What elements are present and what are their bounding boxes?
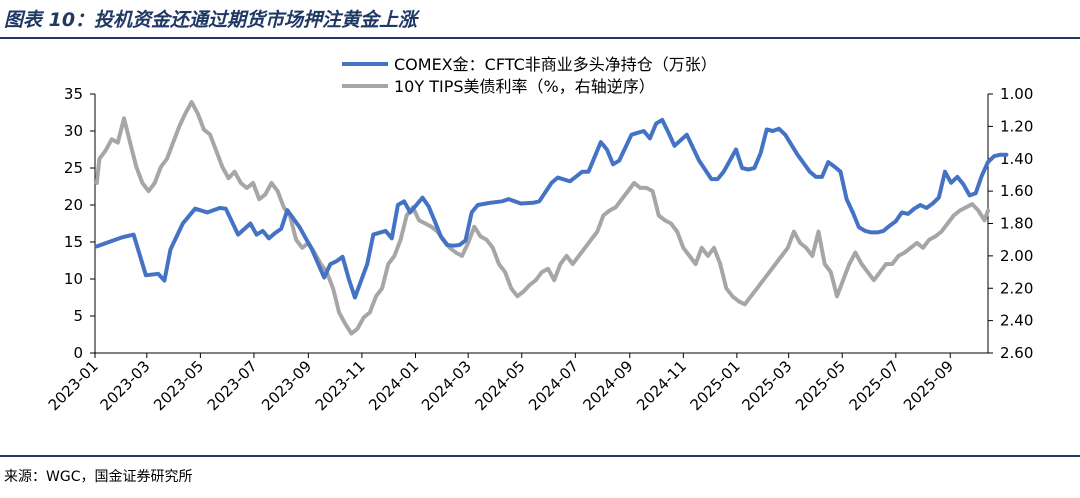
x-tick-label: 2025-05 <box>792 357 849 414</box>
dual-axis-line-chart: 0 5 10 15 20 25 30 35 1.00 1.20 1.40 1.60 1.80 2.00 2.… <box>45 55 1034 414</box>
x-tick-label: 2025-03 <box>738 357 795 414</box>
legend-label-comex: COMEX金：CFTC非商业多头净持仓（万张） <box>394 55 717 74</box>
figure-title: 图表 10：投机资金还通过期货市场押注黄金上涨 <box>4 9 418 31</box>
x-tick-label: 2024-09 <box>580 357 637 414</box>
right-y-tick-label: 2.40 <box>1000 312 1033 330</box>
x-tick-label: 2024-11 <box>633 357 690 414</box>
x-tick-label: 2024-05 <box>472 357 529 414</box>
right-y-tick-label: 2.60 <box>1000 344 1033 362</box>
x-tick-label: 2024-07 <box>525 357 582 414</box>
legend-label-tips: 10Y TIPS美债利率（%，右轴逆序） <box>394 77 655 96</box>
left-y-tick-label: 10 <box>64 270 83 288</box>
x-tick-label: 2024-03 <box>418 357 475 414</box>
right-y-tick-label: 1.20 <box>1000 117 1033 135</box>
right-y-tick-label: 1.60 <box>1000 182 1033 200</box>
left-y-tick-label: 15 <box>64 233 83 251</box>
source-rule <box>0 455 1080 457</box>
left-y-tick-label: 20 <box>64 196 83 214</box>
chart-axes: 0 5 10 15 20 25 30 35 1.00 1.20 1.40 1.60 1.80 2.00 2.… <box>45 85 1034 414</box>
left-y-tick-label: 30 <box>64 122 83 140</box>
x-tick-label: 2023-05 <box>150 357 207 414</box>
right-y-tick-label: 2.20 <box>1000 279 1033 297</box>
right-y-tick-label: 1.80 <box>1000 215 1033 233</box>
x-tick-label: 2025-01 <box>687 357 744 414</box>
title-underline <box>0 37 1080 39</box>
x-tick-label: 2023-07 <box>204 357 261 414</box>
right-y-tick-label: 1.00 <box>1000 85 1033 103</box>
left-y-tick-label: 25 <box>64 159 83 177</box>
series-line-comex-net-long <box>94 117 1009 300</box>
series-line-10y-tips <box>94 100 990 336</box>
left-y-tick-label: 35 <box>64 85 83 103</box>
chart-legend: COMEX金：CFTC非商业多头净持仓（万张） 10Y TIPS美债利率（%，右轴… <box>342 55 717 96</box>
x-tick-label: 2023-01 <box>45 357 102 414</box>
chart-series-lines <box>94 100 1009 336</box>
x-tick-label: 2023-09 <box>258 357 315 414</box>
x-tick-label: 2023-11 <box>312 357 369 414</box>
x-tick-label: 2024-01 <box>365 357 422 414</box>
right-y-tick-label: 1.40 <box>1000 150 1033 168</box>
right-y-tick-label: 2.00 <box>1000 247 1033 265</box>
x-tick-label: 2023-03 <box>97 357 154 414</box>
left-y-tick-label: 5 <box>73 307 83 325</box>
x-tick-label: 2025-09 <box>900 357 957 414</box>
left-y-tick-label: 0 <box>73 344 83 362</box>
figure-source: 来源：WGC，国金证券研究所 <box>4 469 193 485</box>
x-tick-label: 2025-07 <box>846 357 903 414</box>
